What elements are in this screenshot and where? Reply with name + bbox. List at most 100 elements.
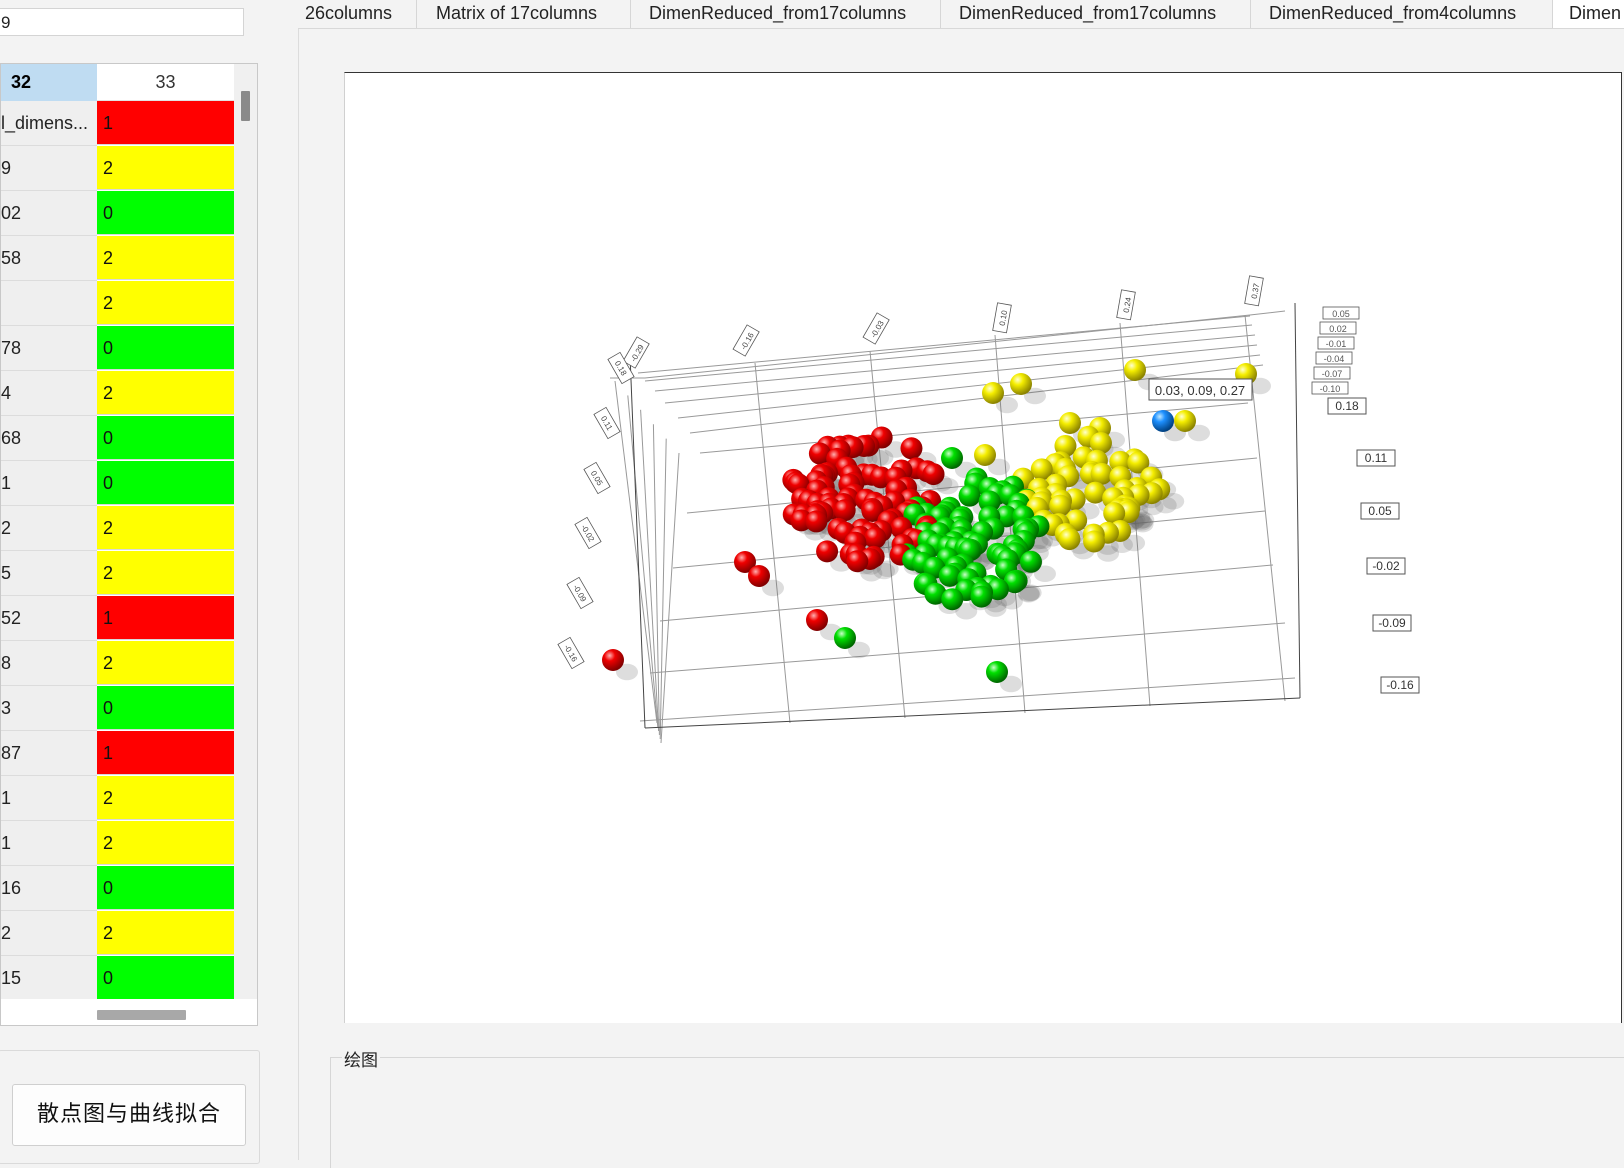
cell-col-33[interactable]: 1 <box>97 596 234 640</box>
grid-line <box>639 677 1296 722</box>
tab-dimenreduced-4columns[interactable]: DimenReduced_from4columns <box>1251 0 1553 28</box>
cell-col-32[interactable]: 9 <box>1 146 97 191</box>
tab-dimen-active[interactable]: Dimen <box>1553 0 1624 28</box>
cell-col-32[interactable]: 52 <box>1 596 97 641</box>
point-shadow <box>1131 515 1154 533</box>
point-cluster-2 <box>974 444 996 466</box>
x-tick-label: 0.24 <box>1122 296 1134 313</box>
cell-col-33[interactable]: 2 <box>97 506 234 550</box>
table-row[interactable]: 52 1 <box>1 596 234 641</box>
point-cluster-2 <box>1010 373 1032 395</box>
cell-col-33[interactable]: 2 <box>97 821 234 865</box>
plot-3d-canvas[interactable]: -0.29 -0.16 -0.03 0.10 0.24 0.37 0.05 0.02 -0.01… <box>344 72 1622 1023</box>
vertical-scrollbar[interactable] <box>234 64 257 999</box>
cell-col-33[interactable]: 0 <box>97 416 234 460</box>
point-shadow <box>988 458 1010 476</box>
cell-col-33[interactable]: 1 <box>97 101 234 145</box>
z-tick-box <box>1380 676 1420 694</box>
table-row[interactable]: 87 1 <box>1 731 234 776</box>
cell-col-33[interactable]: 0 <box>97 866 234 910</box>
cell-col-32[interactable]: 87 <box>1 731 97 776</box>
table-row[interactable]: 16 0 <box>1 866 234 911</box>
cell-col-32[interactable]: 58 <box>1 236 97 281</box>
table-row[interactable]: 02 0 <box>1 191 234 236</box>
tab-dimenreduced-17columns-a[interactable]: DimenReduced_from17columns <box>631 0 941 28</box>
table-row[interactable]: l_dimens... 1 <box>1 101 234 146</box>
z-tick-label: 0.18 <box>1335 399 1359 413</box>
cell-col-33[interactable]: 2 <box>97 776 234 820</box>
table-body: l_dimens... 1 9 2 02 0 58 2 2 78 0 4 2 68 0 1 0 2 2 5 2 52 1 8 2… <box>1 101 234 1001</box>
grid-line <box>637 315 1251 374</box>
cell-col-32[interactable]: 15 <box>1 956 97 1001</box>
cell-col-33[interactable]: 2 <box>97 236 234 280</box>
grid-line <box>627 395 659 728</box>
cell-col-32[interactable]: 2 <box>1 911 97 956</box>
y-tick-box <box>1319 321 1357 335</box>
table-row[interactable]: 2 <box>1 281 234 326</box>
cell-col-32[interactable]: 16 <box>1 866 97 911</box>
x-tick-box <box>1244 275 1264 307</box>
cell-col-32[interactable]: 3 <box>1 686 97 731</box>
table-row[interactable]: 78 0 <box>1 326 234 371</box>
cell-col-32[interactable]: 8 <box>1 641 97 686</box>
horizontal-scrollbar[interactable] <box>1 999 234 1025</box>
table-row[interactable]: 15 0 <box>1 956 234 1001</box>
table-row[interactable]: 58 2 <box>1 236 234 281</box>
cell-col-32[interactable]: 68 <box>1 416 97 461</box>
point-cluster-1 <box>816 540 839 563</box>
cell-col-33[interactable]: 2 <box>97 146 234 190</box>
column-header-32[interactable]: 32 <box>1 64 97 101</box>
x-tick-box <box>992 302 1012 334</box>
point-cluster-2 <box>1089 432 1112 455</box>
cell-col-32[interactable]: 2 <box>1 506 97 551</box>
cell-col-33[interactable]: 2 <box>97 641 234 685</box>
point-shadow <box>1033 565 1056 583</box>
x-tick-box <box>732 324 760 357</box>
cell-col-33[interactable]: 1 <box>97 731 234 775</box>
cell-col-32[interactable]: 1 <box>1 821 97 866</box>
y-tick-label: 0.05 <box>1332 309 1350 319</box>
tab-matrix-17columns[interactable]: Matrix of 17columns <box>417 0 631 28</box>
tab-dimenreduced-17columns-b[interactable]: DimenReduced_from17columns <box>941 0 1251 28</box>
cell-col-32[interactable]: 02 <box>1 191 97 236</box>
scatter-3d-svg[interactable]: -0.29 -0.16 -0.03 0.10 0.24 0.37 0.05 0.02 -0.01… <box>345 73 1621 1023</box>
left-panel: 9 32 33 l_dimens... 1 9 2 02 0 58 2 2 78 0 4 2 68 0 1 0 2… <box>0 0 299 1164</box>
cell-col-33[interactable]: 0 <box>97 461 234 505</box>
cell-col-32[interactable] <box>1 281 97 326</box>
cell-col-32[interactable]: 1 <box>1 776 97 821</box>
scatter-curve-fit-button[interactable]: 散点图与曲线拟合 <box>12 1084 246 1146</box>
cell-col-33[interactable]: 2 <box>97 551 234 595</box>
cell-col-33[interactable]: 2 <box>97 911 234 955</box>
table-row[interactable]: 68 0 <box>1 416 234 461</box>
cell-col-33[interactable]: 2 <box>97 371 234 415</box>
cell-col-33[interactable]: 0 <box>97 326 234 370</box>
tab-26columns[interactable]: 26columns <box>305 0 417 28</box>
point-cluster-0 <box>1003 571 1026 594</box>
tooltip-text: 0.03, 0.09, 0.27 <box>1155 383 1245 398</box>
cell-col-32[interactable]: 5 <box>1 551 97 596</box>
cell-col-33[interactable]: 0 <box>97 191 234 235</box>
cell-col-32[interactable]: l_dimens... <box>1 101 97 146</box>
cell-col-32[interactable]: 78 <box>1 326 97 371</box>
point-cluster-2 <box>1174 410 1196 432</box>
horizontal-scrollbar-thumb[interactable] <box>97 1010 186 1020</box>
top-input-field[interactable]: 9 <box>0 8 244 36</box>
cell-col-33[interactable]: 0 <box>97 956 234 1000</box>
cell-col-32[interactable]: 4 <box>1 371 97 416</box>
point-cluster-1 <box>864 526 887 549</box>
cell-col-33[interactable]: 0 <box>97 686 234 730</box>
vertical-scrollbar-thumb[interactable] <box>241 91 250 121</box>
cell-col-32[interactable]: 1 <box>1 461 97 506</box>
cell-col-33[interactable]: 2 <box>97 281 234 325</box>
column-header-33[interactable]: 33 <box>97 64 234 101</box>
